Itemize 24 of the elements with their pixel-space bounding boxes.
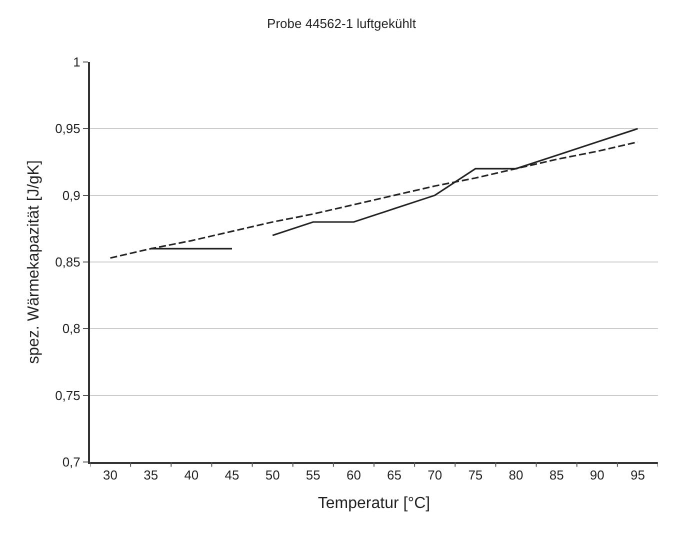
x-tick-label: 90: [590, 468, 604, 483]
y-tick-label: 0,75: [55, 388, 80, 403]
x-tick-label: 95: [630, 468, 645, 483]
x-tick-label: 80: [508, 468, 524, 483]
x-tick-label: 30: [103, 468, 118, 483]
x-tick-label: 40: [184, 468, 199, 483]
x-tick-label: 70: [428, 468, 442, 483]
x-tick-label: 50: [265, 468, 280, 483]
y-tick-label: 0,95: [55, 121, 80, 136]
y-tick-label: 0,7: [62, 454, 80, 470]
x-tick-label: 55: [306, 468, 320, 483]
y-tick-label: 0,9: [62, 188, 80, 203]
y-tick-label: 1: [73, 54, 80, 70]
x-axis-title: Temperatur [°C]: [318, 494, 430, 512]
x-tick-label: 60: [346, 468, 361, 483]
x-tick-label: 35: [144, 468, 158, 483]
x-tick-label: 75: [468, 468, 483, 483]
y-tick-label: 0,8: [62, 321, 80, 336]
chart-title: Probe 44562-1 luftgekühlt: [267, 16, 416, 31]
y-tick-label: 0,85: [55, 254, 80, 270]
x-tick-label: 45: [224, 468, 240, 483]
x-tick-label: 65: [387, 468, 402, 483]
y-axis-title: spez. Wärmekapazität [J/gK]: [25, 160, 42, 364]
x-tick-label: 85: [549, 468, 564, 483]
